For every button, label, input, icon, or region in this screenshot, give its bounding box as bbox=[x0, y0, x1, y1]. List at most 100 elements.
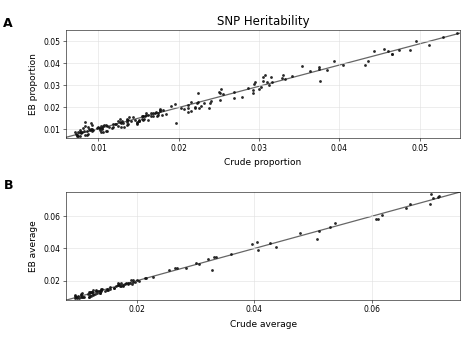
Point bbox=[104, 287, 111, 292]
Point bbox=[160, 107, 167, 112]
Point bbox=[77, 294, 85, 300]
Point bbox=[150, 110, 157, 116]
Point bbox=[117, 283, 125, 289]
Point bbox=[114, 282, 122, 288]
Point bbox=[326, 225, 334, 230]
Point bbox=[200, 100, 207, 105]
Point bbox=[257, 85, 264, 90]
Point bbox=[113, 283, 120, 288]
Point bbox=[110, 285, 118, 290]
Point bbox=[133, 120, 141, 125]
Point bbox=[104, 128, 111, 134]
Point bbox=[253, 239, 261, 244]
Point bbox=[102, 128, 109, 133]
Point bbox=[86, 290, 94, 295]
Point bbox=[364, 58, 372, 63]
Point bbox=[98, 126, 106, 132]
Y-axis label: EB proportion: EB proportion bbox=[29, 53, 38, 115]
Point bbox=[105, 125, 112, 130]
Point bbox=[143, 111, 150, 116]
Point bbox=[173, 266, 181, 271]
Point bbox=[88, 128, 95, 134]
Point bbox=[266, 240, 273, 246]
Point bbox=[197, 103, 204, 109]
Point bbox=[123, 117, 131, 123]
Point bbox=[119, 282, 127, 288]
Point bbox=[316, 64, 323, 69]
Point bbox=[388, 52, 396, 57]
Point bbox=[139, 113, 146, 118]
Point bbox=[268, 80, 276, 85]
Point bbox=[84, 132, 92, 137]
Text: B: B bbox=[3, 179, 13, 192]
Point bbox=[96, 290, 104, 296]
Point bbox=[171, 101, 179, 107]
Point bbox=[168, 103, 175, 109]
Point bbox=[152, 109, 160, 114]
Point bbox=[193, 100, 201, 105]
Point bbox=[204, 257, 211, 262]
Point bbox=[74, 133, 82, 139]
Point bbox=[281, 76, 288, 82]
Point bbox=[251, 79, 258, 85]
Point bbox=[434, 194, 442, 200]
Point bbox=[182, 265, 189, 271]
Point bbox=[117, 120, 124, 126]
Point bbox=[71, 129, 79, 135]
Point bbox=[87, 121, 94, 126]
Title: SNP Heritability: SNP Heritability bbox=[217, 15, 310, 28]
Point bbox=[85, 289, 93, 294]
Point bbox=[91, 291, 99, 297]
Point bbox=[132, 280, 139, 285]
Point bbox=[118, 119, 126, 124]
Point bbox=[177, 105, 184, 110]
Point bbox=[84, 292, 91, 297]
Point bbox=[370, 48, 378, 54]
Point bbox=[119, 283, 127, 288]
Point bbox=[73, 294, 80, 300]
Point bbox=[98, 286, 105, 292]
Point bbox=[103, 286, 111, 292]
Point bbox=[128, 281, 136, 286]
Point bbox=[90, 292, 97, 297]
Point bbox=[184, 103, 191, 108]
Point bbox=[125, 118, 132, 123]
Point bbox=[93, 290, 101, 296]
Point bbox=[85, 295, 92, 300]
Point bbox=[117, 116, 124, 122]
Point bbox=[298, 63, 306, 69]
Point bbox=[195, 105, 203, 111]
Point bbox=[244, 86, 251, 91]
Point bbox=[122, 280, 130, 285]
Point bbox=[122, 281, 129, 287]
Point bbox=[111, 121, 118, 126]
Point bbox=[372, 216, 380, 221]
Point bbox=[129, 115, 137, 120]
Point bbox=[82, 132, 89, 138]
Point bbox=[195, 262, 202, 267]
Point bbox=[116, 119, 124, 125]
Point bbox=[288, 73, 296, 78]
Point bbox=[250, 91, 257, 96]
Point bbox=[89, 288, 97, 293]
Point bbox=[142, 113, 150, 118]
Point bbox=[125, 280, 132, 285]
Point bbox=[107, 285, 114, 290]
Point bbox=[205, 106, 213, 111]
Point bbox=[216, 97, 224, 102]
Point bbox=[254, 247, 262, 252]
Point bbox=[255, 87, 263, 92]
Point bbox=[124, 121, 132, 127]
Point bbox=[140, 116, 147, 122]
Point bbox=[374, 216, 382, 222]
Point bbox=[98, 125, 106, 131]
Point bbox=[194, 99, 202, 105]
Point bbox=[429, 195, 437, 201]
Point bbox=[388, 51, 396, 56]
Point bbox=[107, 286, 114, 291]
Point bbox=[128, 278, 135, 283]
Point bbox=[100, 129, 107, 135]
Point bbox=[213, 255, 220, 260]
Point bbox=[93, 126, 101, 131]
Point bbox=[94, 124, 102, 129]
